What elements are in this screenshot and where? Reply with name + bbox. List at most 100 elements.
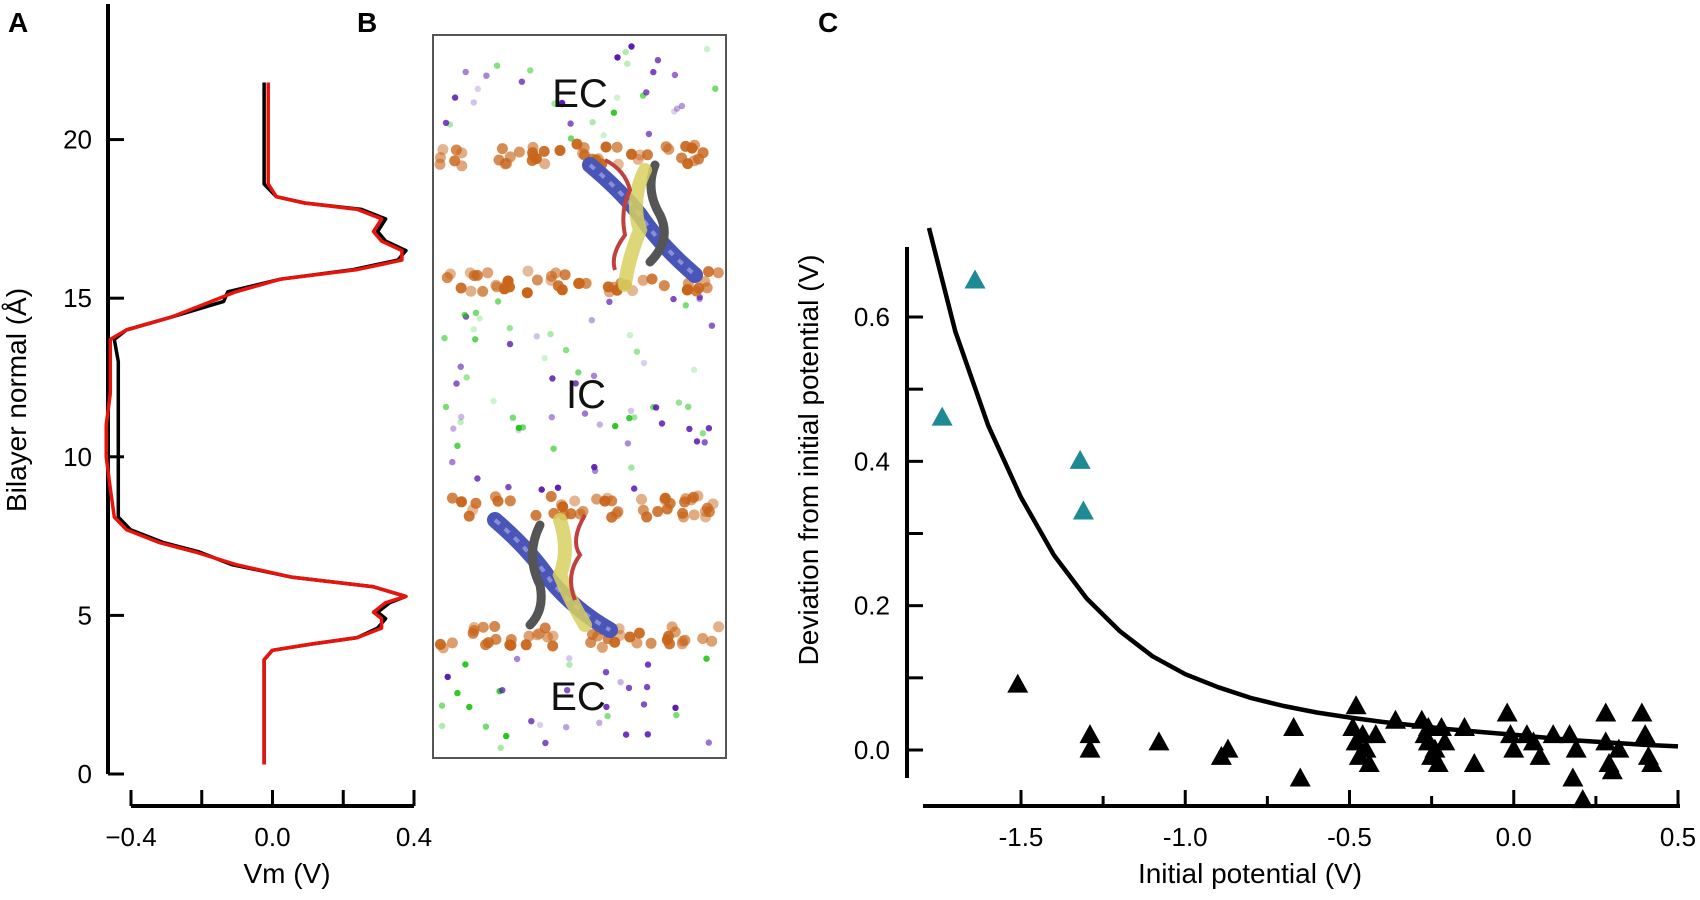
panel-c-x-tick-label: -1.5 [999,822,1044,852]
ion [454,689,461,697]
scatter-point-black [1283,716,1305,736]
ion [458,413,465,421]
panel-a-y-tick-label: 0 [78,759,92,789]
scatter-point-black [1079,724,1101,744]
lipid-head [577,505,589,517]
ion [624,440,632,447]
scatter-point-black [1565,738,1587,758]
helix-gray-bottom [525,520,546,630]
scatter-point-black [1542,724,1564,744]
ion [610,109,618,116]
ion [541,354,548,362]
lipid-head [713,621,725,633]
ion [472,336,479,343]
panel-a-y-tick-label: 5 [78,600,92,630]
scatter-point-black [1595,702,1617,722]
scatter-point-black [1503,738,1525,758]
lipid-head [545,491,557,502]
ion [442,403,450,411]
lipid-head [703,266,714,278]
ion [640,701,648,708]
lipid-head [482,267,494,279]
ion-layer [438,43,719,751]
lipid-head [693,282,705,294]
ion [462,68,469,76]
scatter-point-black [1430,716,1452,736]
ion [566,661,573,668]
scatter-point-black [1595,731,1617,751]
lipid-head [556,499,567,511]
ion [466,703,473,711]
scatter-point-black [1562,767,1584,787]
ion [509,414,517,421]
ion [499,687,506,694]
lipid-head [480,639,492,651]
lipid-head [489,621,501,632]
ion [631,485,638,492]
lipid-head [631,637,643,649]
fit-curve [926,227,1679,749]
lipid-head-layer [434,138,725,654]
ion [442,119,450,127]
ion [438,702,446,709]
scatter-point-black [1559,724,1581,744]
panel-c-y-tick-label: 0.6 [854,302,890,332]
ion [513,655,521,663]
lipid-head [501,157,513,169]
lipid-head [661,634,673,646]
lipid-head [490,633,502,645]
lipid-head [547,630,559,642]
panel-b: B EC IC EC [357,7,727,759]
ion [703,655,710,662]
scatter-point-black [1463,753,1485,773]
scatter-point-black [1641,753,1663,773]
lipid-head [611,141,623,153]
ion [685,403,692,410]
panel-a-y-tick-label: 20 [63,125,92,155]
lipid-head [712,267,724,279]
scatter-point-black [1424,738,1446,758]
lipid-head [531,629,543,641]
lipid-head [468,625,480,636]
ion [617,679,624,686]
scatter-point-black [1210,745,1232,765]
ion [562,346,570,354]
lipid-head [697,147,709,159]
scatter-point-black [1289,767,1311,787]
ion [451,94,459,101]
ion [441,334,448,342]
ion [682,302,689,309]
lipid-head [606,495,618,507]
scatter-point-black [1529,745,1551,765]
panel-c-x-tick-label: 0.5 [1660,822,1696,852]
lipid-head [686,142,698,154]
panel-a: A 0 5 10 15 20 −0.4 0.0 0.4 Vm (V) Bilayer nor… [1,4,432,889]
panel-c-x-label: Initial potential (V) [1138,858,1362,889]
scatter-point-black [1007,673,1029,693]
ion [518,78,526,85]
ion [567,135,575,142]
lipid-head [634,149,646,161]
ion [505,483,512,491]
ion [696,295,703,303]
ion [603,703,610,711]
ion [693,438,701,445]
lipid-head [456,496,467,508]
lipid-head [596,641,608,653]
ion [625,684,633,692]
ion [640,359,648,367]
series-line-black [112,82,408,765]
helix-gray-top [645,160,669,267]
ion [622,48,629,56]
ion [604,712,611,720]
scatter-point-black [1148,731,1170,751]
lipid-head [434,152,446,164]
scatter-point-black [1384,709,1406,729]
panel-c-x-tick-label: 0.0 [1496,822,1532,852]
ion [626,414,633,422]
ion [631,414,638,421]
ion [482,723,490,730]
ion [548,414,555,421]
ion [506,324,513,332]
lipid-head [642,149,653,161]
